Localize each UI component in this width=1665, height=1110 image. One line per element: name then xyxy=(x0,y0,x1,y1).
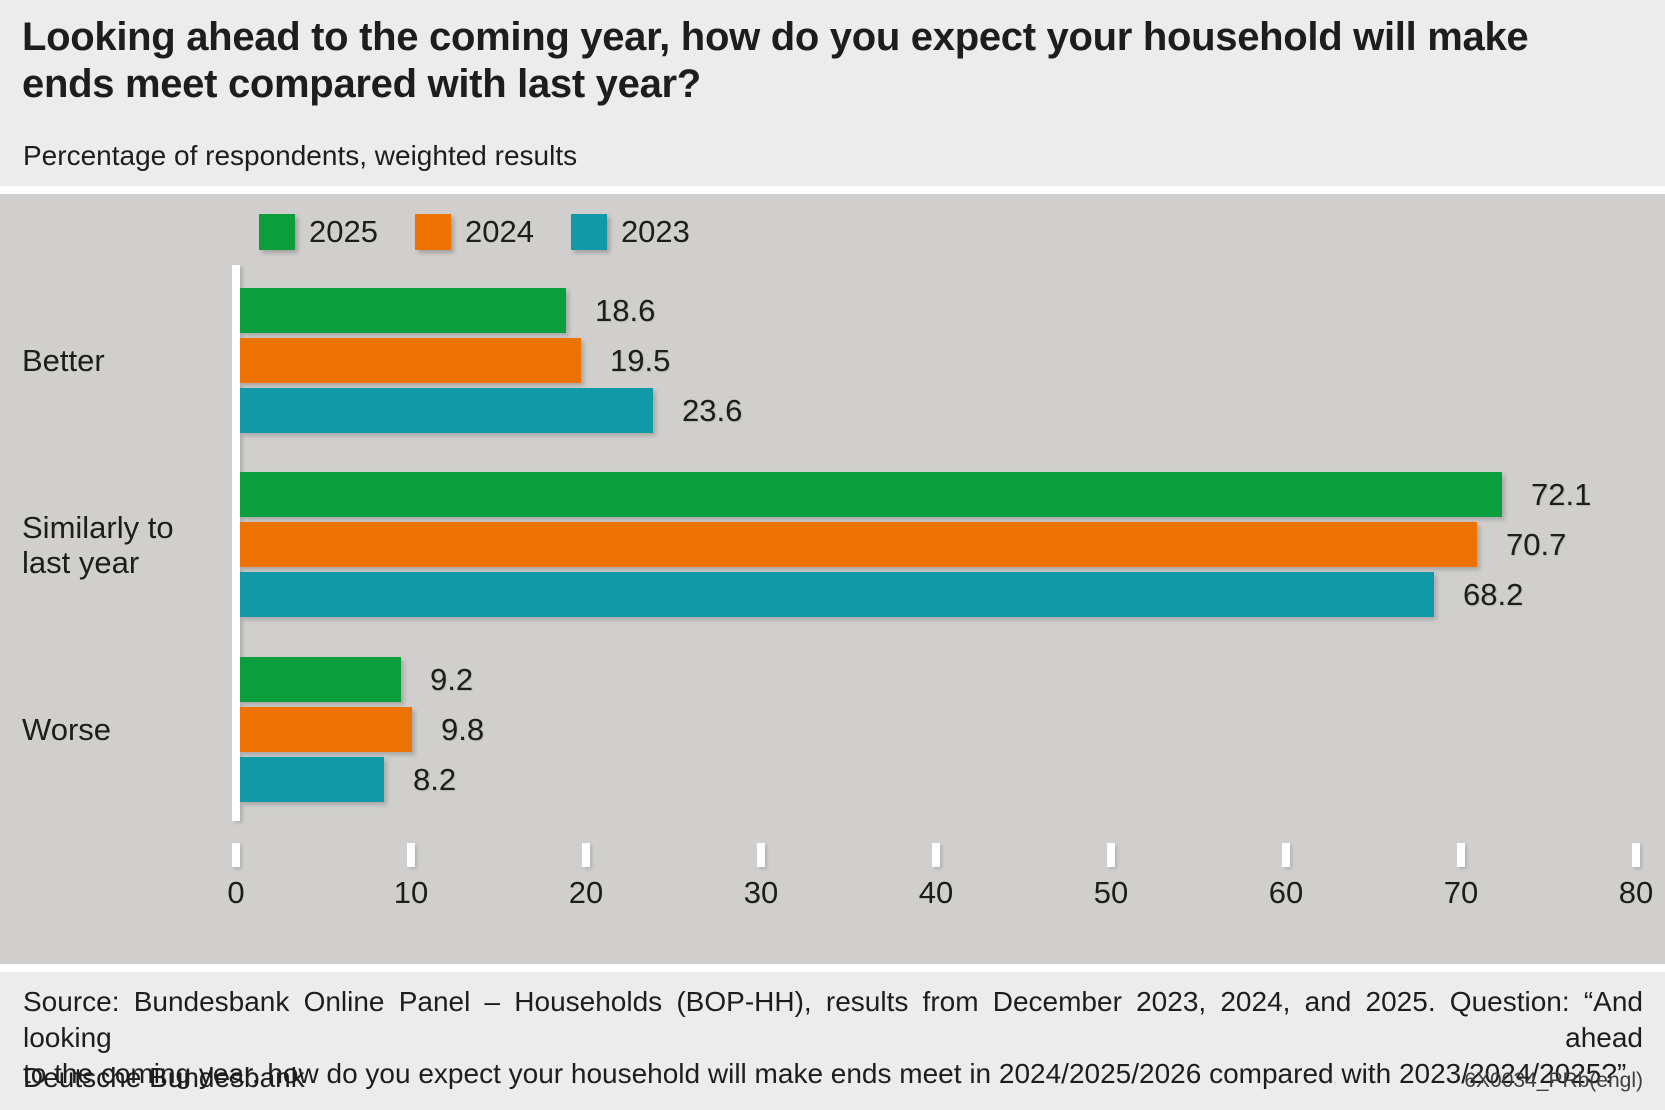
x-axis-tick-label-10: 10 xyxy=(393,875,429,910)
x-axis-tick-40 xyxy=(932,843,940,867)
category-label-better: Better xyxy=(22,343,105,378)
bar-2024-worse xyxy=(240,707,412,752)
bar-2025-better xyxy=(240,288,566,333)
x-axis-tick-label-60: 60 xyxy=(1268,875,1304,910)
x-axis-tick-label-80: 80 xyxy=(1618,875,1654,910)
legend-label-2025: 2025 xyxy=(309,214,378,249)
bar-2025-similarly-to-last-year xyxy=(240,472,1502,517)
figure-code: 6X0034_PRb(engl) xyxy=(1464,1069,1643,1092)
legend-item-2023: 2023 xyxy=(570,214,690,250)
x-axis-tick-80 xyxy=(1632,843,1640,867)
bar-2023-worse xyxy=(240,757,384,802)
legend-swatch-2023 xyxy=(570,214,607,250)
x-axis-tick-60 xyxy=(1282,843,1290,867)
chart-title: Looking ahead to the coming year, how do… xyxy=(22,15,1529,106)
x-axis-tick-50 xyxy=(1107,843,1115,867)
bar-value-2023-similarly-to-last-year: 68.2 xyxy=(1463,577,1524,612)
category-label-similarly-to-last-year: Similarly to last year xyxy=(22,509,174,580)
source-note-line2: to the coming year, how do you expect yo… xyxy=(23,1058,1627,1089)
y-axis-line xyxy=(232,265,240,821)
x-axis-tick-label-0: 0 xyxy=(227,875,245,910)
chart-header: Looking ahead to the coming year, how do… xyxy=(0,0,1665,186)
bar-2024-better xyxy=(240,338,581,383)
x-axis-tick-label-70: 70 xyxy=(1443,875,1479,910)
legend-swatch-2025 xyxy=(259,214,295,250)
legend-item-2025: 2025 xyxy=(259,214,378,250)
legend-swatch-2024 xyxy=(414,214,451,250)
x-axis-tick-0 xyxy=(232,843,240,867)
bar-2023-similarly-to-last-year xyxy=(240,572,1434,617)
bar-2023-better xyxy=(240,388,653,433)
legend-label-2023: 2023 xyxy=(620,214,690,249)
x-axis-tick-label-40: 40 xyxy=(918,875,954,910)
chart-footer: Source: Bundesbank Online Panel – Househ… xyxy=(0,972,1665,1110)
x-axis-tick-30 xyxy=(757,843,765,867)
x-axis-tick-label-20: 20 xyxy=(568,875,604,910)
bar-plot: Better 18.6 19.5 23.6 Similarly to last year 7… xyxy=(0,194,1665,964)
source-note: Source: Bundesbank Online Panel – Househ… xyxy=(23,984,1643,1092)
chart-legend: 2025 2024 2023 xyxy=(259,213,727,251)
x-axis-tick-label-30: 30 xyxy=(743,875,779,910)
bar-value-2025-similarly-to-last-year: 72.1 xyxy=(1531,477,1592,512)
x-axis-tick-20 xyxy=(582,843,590,867)
bar-value-2024-similarly-to-last-year: 70.7 xyxy=(1506,527,1567,562)
chart-area: 2025 2024 2023 Better 18.6 19.5 23.6 Similar… xyxy=(0,194,1665,964)
x-axis-tick-10 xyxy=(407,843,415,867)
bar-2025-worse xyxy=(240,657,401,702)
bar-2024-similarly-to-last-year xyxy=(240,522,1477,567)
legend-item-2024: 2024 xyxy=(414,214,534,250)
x-axis-tick-label-50: 50 xyxy=(1093,875,1129,910)
bar-value-2025-worse: 9.2 xyxy=(430,662,474,697)
bar-value-2023-worse: 8.2 xyxy=(413,762,457,797)
publisher-label: Deutsche Bundesbank xyxy=(23,1062,305,1093)
bar-value-2024-better: 19.5 xyxy=(610,343,671,378)
bar-value-2024-worse: 9.8 xyxy=(441,712,485,747)
source-note-line1: Source: Bundesbank Online Panel – Househ… xyxy=(23,986,1643,1053)
bar-value-2025-better: 18.6 xyxy=(595,293,656,328)
legend-label-2024: 2024 xyxy=(464,214,534,249)
category-label-worse: Worse xyxy=(22,712,112,747)
chart-subtitle: Percentage of respondents, weighted resu… xyxy=(23,140,578,171)
bar-value-2023-better: 23.6 xyxy=(682,393,743,428)
x-axis-tick-70 xyxy=(1457,843,1465,867)
